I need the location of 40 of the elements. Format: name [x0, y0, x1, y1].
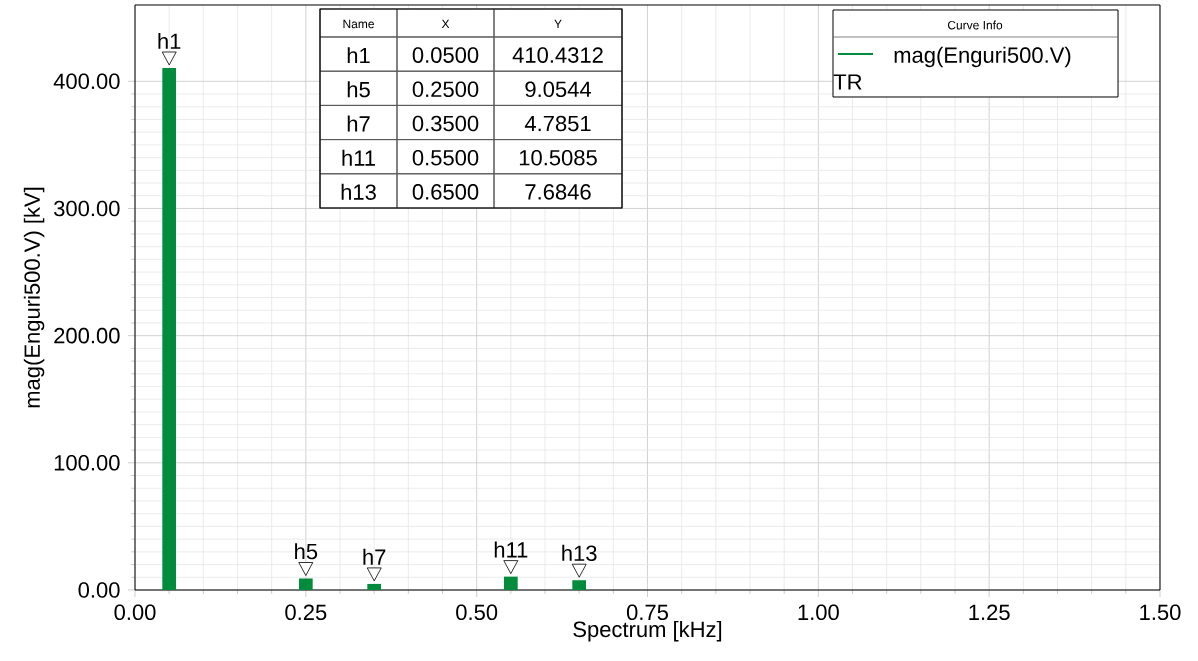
x-tick-label: 1.50 — [1140, 604, 1181, 621]
annotation: h13 — [562, 544, 597, 562]
x-tick-label: 0.50 — [456, 604, 498, 621]
text: 4.7851 — [524, 115, 591, 132]
y-axis-title: mag(Enguri500.V) [kV] — [23, 187, 45, 408]
text: 7.6846 — [525, 184, 591, 200]
annotation: 0.2500 — [412, 81, 479, 98]
legend-label: mag(Enguri500.V) — [894, 46, 1071, 68]
annotation: Y — [554, 19, 562, 29]
y-tick-label: 300.00 — [54, 200, 120, 217]
x-tick-label: 0.75 — [626, 604, 668, 621]
annotation: Name — [343, 19, 374, 29]
text: 9.0544 — [525, 81, 591, 98]
annotation: TR — [833, 74, 862, 90]
annotation: h5 — [295, 543, 318, 560]
y-tick-label: 200.00 — [54, 327, 120, 344]
x-tick-label: 0.25 — [285, 604, 327, 621]
text: h13 — [341, 183, 376, 200]
annotation: h7 — [363, 548, 386, 565]
text: 10.5085 — [519, 149, 597, 166]
y-tick-label: 100.00 — [54, 455, 120, 471]
annotation: 0.6500 — [412, 184, 479, 200]
legend-title: Curve Info — [947, 20, 1003, 30]
annotation: 0.3500 — [412, 115, 479, 132]
text: h11 — [342, 149, 375, 166]
x-tick-label: 1.00 — [798, 604, 839, 621]
annotation: h1 — [158, 32, 181, 49]
y-tick-label: 400.00 — [53, 73, 120, 90]
annotation: 0.0500 — [412, 47, 479, 63]
text: 410.4312 — [512, 47, 603, 63]
x-tick-label: 1.25 — [969, 604, 1010, 621]
text: h5 — [347, 81, 370, 98]
annotation: h11 — [494, 541, 528, 558]
x-axis-title: Spectrum [kHz] — [573, 620, 722, 642]
annotation: 0.5500 — [412, 149, 479, 166]
x-tick-label: 0.00 — [114, 604, 156, 621]
text: h1 — [347, 47, 370, 64]
y-tick-label: 0.00 — [78, 582, 120, 598]
text: h7 — [347, 115, 370, 132]
annotation: X — [441, 19, 450, 29]
